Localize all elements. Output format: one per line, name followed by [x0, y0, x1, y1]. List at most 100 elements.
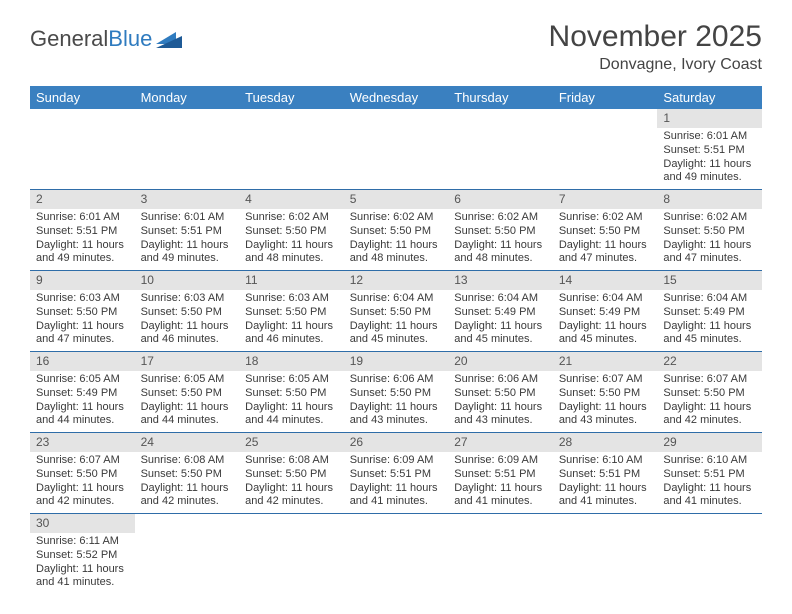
day-number: 12 [344, 271, 449, 290]
day-details: Sunrise: 6:05 AMSunset: 5:50 PMDaylight:… [135, 371, 240, 432]
sunrise-line: Sunrise: 6:04 AM [663, 292, 756, 306]
calendar-cell: 21Sunrise: 6:07 AMSunset: 5:50 PMDayligh… [553, 352, 658, 433]
logo-text-2: Blue [108, 26, 152, 52]
calendar-cell: 20Sunrise: 6:06 AMSunset: 5:50 PMDayligh… [448, 352, 553, 433]
daylight-line: Daylight: 11 hours and 46 minutes. [141, 320, 234, 348]
daylight-line: Daylight: 11 hours and 42 minutes. [36, 482, 129, 510]
calendar-cell: 24Sunrise: 6:08 AMSunset: 5:50 PMDayligh… [135, 433, 240, 514]
calendar-cell: 17Sunrise: 6:05 AMSunset: 5:50 PMDayligh… [135, 352, 240, 433]
calendar-cell: 6Sunrise: 6:02 AMSunset: 5:50 PMDaylight… [448, 190, 553, 271]
calendar-cell: 30Sunrise: 6:11 AMSunset: 5:52 PMDayligh… [30, 514, 135, 595]
day-number: 11 [239, 271, 344, 290]
sunrise-line: Sunrise: 6:08 AM [245, 454, 338, 468]
sunset-line: Sunset: 5:50 PM [663, 387, 756, 401]
daylight-line: Daylight: 11 hours and 48 minutes. [350, 239, 443, 267]
weekday-header: Sunday [30, 86, 135, 109]
sunset-line: Sunset: 5:51 PM [663, 144, 756, 158]
sunset-line: Sunset: 5:50 PM [36, 306, 129, 320]
sunrise-line: Sunrise: 6:10 AM [663, 454, 756, 468]
sunrise-line: Sunrise: 6:02 AM [454, 211, 547, 225]
sunrise-line: Sunrise: 6:02 AM [245, 211, 338, 225]
calendar-cell: 22Sunrise: 6:07 AMSunset: 5:50 PMDayligh… [657, 352, 762, 433]
calendar-cell: 3Sunrise: 6:01 AMSunset: 5:51 PMDaylight… [135, 190, 240, 271]
day-number: 8 [657, 190, 762, 209]
calendar-cell [344, 109, 449, 190]
day-number: 1 [657, 109, 762, 128]
day-number: 2 [30, 190, 135, 209]
calendar-cell: 11Sunrise: 6:03 AMSunset: 5:50 PMDayligh… [239, 271, 344, 352]
day-details: Sunrise: 6:07 AMSunset: 5:50 PMDaylight:… [553, 371, 658, 432]
day-number: 16 [30, 352, 135, 371]
day-number: 15 [657, 271, 762, 290]
sunrise-line: Sunrise: 6:01 AM [663, 130, 756, 144]
sunset-line: Sunset: 5:52 PM [36, 549, 129, 563]
calendar-cell [553, 109, 658, 190]
sunset-line: Sunset: 5:50 PM [141, 468, 234, 482]
calendar-cell [657, 514, 762, 595]
day-details: Sunrise: 6:07 AMSunset: 5:50 PMDaylight:… [657, 371, 762, 432]
calendar-cell: 7Sunrise: 6:02 AMSunset: 5:50 PMDaylight… [553, 190, 658, 271]
sunset-line: Sunset: 5:50 PM [245, 306, 338, 320]
day-number: 18 [239, 352, 344, 371]
sunset-line: Sunset: 5:50 PM [559, 225, 652, 239]
day-details: Sunrise: 6:11 AMSunset: 5:52 PMDaylight:… [30, 533, 135, 594]
day-number: 5 [344, 190, 449, 209]
day-number: 29 [657, 433, 762, 452]
calendar-cell: 23Sunrise: 6:07 AMSunset: 5:50 PMDayligh… [30, 433, 135, 514]
sunrise-line: Sunrise: 6:03 AM [36, 292, 129, 306]
weekday-header-row: SundayMondayTuesdayWednesdayThursdayFrid… [30, 86, 762, 109]
sunrise-line: Sunrise: 6:07 AM [36, 454, 129, 468]
location: Donvagne, Ivory Coast [549, 56, 762, 74]
sunrise-line: Sunrise: 6:06 AM [350, 373, 443, 387]
daylight-line: Daylight: 11 hours and 44 minutes. [245, 401, 338, 429]
sunrise-line: Sunrise: 6:05 AM [141, 373, 234, 387]
sunset-line: Sunset: 5:51 PM [559, 468, 652, 482]
day-number: 28 [553, 433, 658, 452]
calendar-cell: 5Sunrise: 6:02 AMSunset: 5:50 PMDaylight… [344, 190, 449, 271]
daylight-line: Daylight: 11 hours and 43 minutes. [559, 401, 652, 429]
day-number: 9 [30, 271, 135, 290]
day-details: Sunrise: 6:02 AMSunset: 5:50 PMDaylight:… [553, 209, 658, 270]
day-number: 22 [657, 352, 762, 371]
calendar-cell [553, 514, 658, 595]
calendar-row: 23Sunrise: 6:07 AMSunset: 5:50 PMDayligh… [30, 433, 762, 514]
sunrise-line: Sunrise: 6:04 AM [559, 292, 652, 306]
day-details: Sunrise: 6:08 AMSunset: 5:50 PMDaylight:… [135, 452, 240, 513]
day-details: Sunrise: 6:05 AMSunset: 5:49 PMDaylight:… [30, 371, 135, 432]
sunrise-line: Sunrise: 6:08 AM [141, 454, 234, 468]
daylight-line: Daylight: 11 hours and 45 minutes. [350, 320, 443, 348]
calendar-row: 1Sunrise: 6:01 AMSunset: 5:51 PMDaylight… [30, 109, 762, 190]
calendar-cell [344, 514, 449, 595]
calendar-cell: 18Sunrise: 6:05 AMSunset: 5:50 PMDayligh… [239, 352, 344, 433]
weekday-header: Saturday [657, 86, 762, 109]
sunrise-line: Sunrise: 6:09 AM [350, 454, 443, 468]
day-number: 14 [553, 271, 658, 290]
sunrise-line: Sunrise: 6:02 AM [663, 211, 756, 225]
daylight-line: Daylight: 11 hours and 45 minutes. [454, 320, 547, 348]
logo: GeneralBlue [30, 20, 182, 52]
sunset-line: Sunset: 5:51 PM [454, 468, 547, 482]
sunset-line: Sunset: 5:49 PM [559, 306, 652, 320]
day-number: 27 [448, 433, 553, 452]
day-details: Sunrise: 6:01 AMSunset: 5:51 PMDaylight:… [30, 209, 135, 270]
sunset-line: Sunset: 5:50 PM [350, 306, 443, 320]
day-number: 3 [135, 190, 240, 209]
calendar-cell [30, 109, 135, 190]
month-title: November 2025 [549, 20, 762, 54]
day-number: 26 [344, 433, 449, 452]
day-number: 17 [135, 352, 240, 371]
sunset-line: Sunset: 5:50 PM [245, 468, 338, 482]
daylight-line: Daylight: 11 hours and 41 minutes. [454, 482, 547, 510]
day-details: Sunrise: 6:10 AMSunset: 5:51 PMDaylight:… [657, 452, 762, 513]
daylight-line: Daylight: 11 hours and 43 minutes. [350, 401, 443, 429]
calendar-cell [239, 109, 344, 190]
day-details: Sunrise: 6:05 AMSunset: 5:50 PMDaylight:… [239, 371, 344, 432]
daylight-line: Daylight: 11 hours and 49 minutes. [141, 239, 234, 267]
calendar-cell: 4Sunrise: 6:02 AMSunset: 5:50 PMDaylight… [239, 190, 344, 271]
daylight-line: Daylight: 11 hours and 41 minutes. [36, 563, 129, 591]
day-details: Sunrise: 6:09 AMSunset: 5:51 PMDaylight:… [344, 452, 449, 513]
logo-flag-icon [156, 30, 182, 48]
calendar-cell: 28Sunrise: 6:10 AMSunset: 5:51 PMDayligh… [553, 433, 658, 514]
day-details: Sunrise: 6:09 AMSunset: 5:51 PMDaylight:… [448, 452, 553, 513]
day-number: 25 [239, 433, 344, 452]
